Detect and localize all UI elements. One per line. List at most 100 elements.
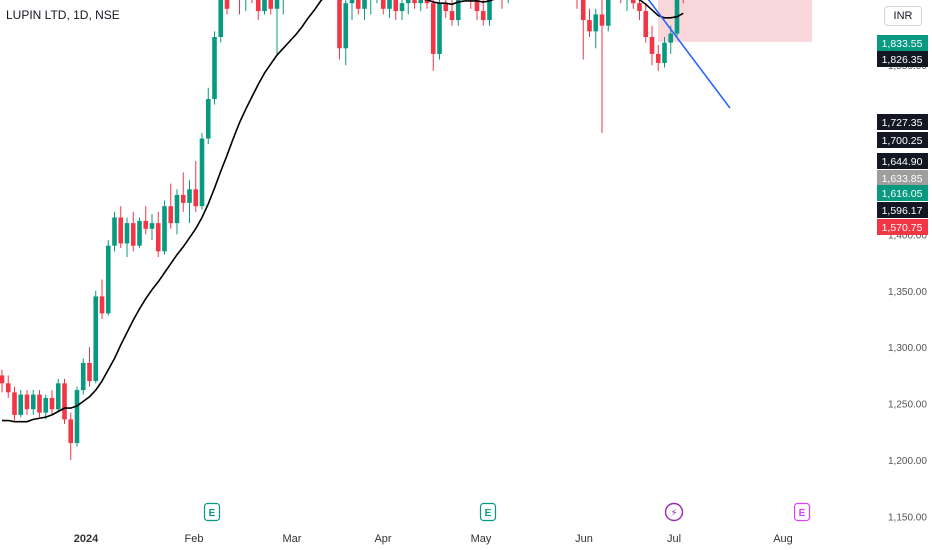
candle-body [443,3,449,12]
price-label-bg [877,153,928,169]
candle-body [212,37,217,100]
candle-body [424,0,430,4]
candle-body [405,0,411,4]
candle-body [162,206,167,252]
y-tick-label: 1,350.00 [888,287,927,298]
candle-body [474,0,480,12]
candle-body [662,42,667,63]
candle-body [43,397,49,413]
candle-body [599,14,605,26]
candle-body [274,0,280,9]
candle-body [393,0,399,12]
candle-body [105,245,111,314]
price-label-bg [877,35,928,51]
trendline-segment [647,0,731,109]
candle-body [487,0,492,21]
candle-body [37,394,42,413]
x-tick-label: 2024 [74,533,99,545]
event-badge [664,502,684,522]
candle-body [630,0,636,4]
price-label: 1,826.35 [882,54,923,66]
candle-body [30,394,36,410]
price-label-bg [877,114,928,130]
candle-body [649,37,655,54]
candle-body [5,383,11,393]
price-label: 1,833.55 [882,38,923,50]
candle-body [174,194,180,224]
candle-body [437,3,442,54]
candle-body [193,189,199,207]
candle-body [130,223,136,246]
candle-body [49,397,55,410]
event-label: ⚡ [670,508,677,519]
price-label: 1,644.90 [882,156,923,168]
ma-line [2,0,684,423]
price-label-bg [877,132,928,148]
x-axis[interactable]: 2024 Feb Mar Apr May Jun Jul Aug [74,533,793,545]
candle-body [93,296,99,382]
y-tick-label: 1,300.00 [888,343,927,354]
trendline[interactable] [547,0,731,109]
candle-body [605,0,611,26]
candle-body [218,0,224,38]
candle-body [80,362,86,391]
candle-body [349,0,355,4]
candle-body [387,0,392,9]
price-label: 1,616.05 [882,188,923,200]
event-markers[interactable]: E E ⚡ E [203,502,811,522]
x-tick-label: Mar [283,533,302,545]
event-label: E [485,508,492,519]
event-badge [203,502,221,522]
x-tick-label: Jun [575,533,593,545]
x-tick-label: Jul [667,533,681,545]
candle-body [655,53,661,63]
candle-body [137,220,142,246]
candle-body [580,0,586,21]
x-tick-label: Apr [374,533,391,545]
position-zones[interactable] [658,0,812,42]
candle-body [199,138,205,207]
event-label: E [209,508,216,519]
candle-body [180,194,186,203]
candle-body [12,392,17,415]
candle-body [168,206,174,224]
candle-body [643,11,649,37]
candle-body [268,0,274,9]
price-label: 1,570.75 [882,222,923,234]
candle-body [587,20,592,32]
currency-button[interactable]: INR [884,6,922,26]
candle-body [343,3,349,49]
y-axis[interactable]: 1,150.00 1,200.00 1,250.00 1,300.00 1,350.00… [888,0,927,523]
candle-body [255,0,261,12]
price-labels: 1,833.55 1,826.35 1,727.35 1,700.25 1,644.90… [877,35,928,235]
price-label-bg [877,51,928,67]
candles [0,0,684,460]
y-tick-label: 1,400.00 [888,230,927,241]
candle-body [455,0,461,21]
candle-body [74,390,80,444]
price-label-bg [877,185,928,201]
candle-body [224,0,230,9]
candle-body [430,3,436,54]
event-label: E [799,508,806,519]
candle-body [205,99,211,139]
candle-body [24,394,30,410]
candle-body [68,419,74,444]
candle-body [149,223,155,229]
y-tick-label: 1,200.00 [888,456,927,467]
candle-body [362,0,367,9]
candle-body [262,0,267,12]
moving-average [2,0,684,423]
candle-body [55,383,61,410]
candle-body [124,223,130,244]
price-label: 1,700.25 [882,135,923,147]
symbol-title: LUPIN LTD, 1D, NSE [6,8,120,22]
candle-body [187,189,192,203]
candle-body [0,375,5,384]
candle-body [355,0,361,9]
candle-body [143,220,149,229]
price-label-bg [877,202,928,218]
price-label: 1,727.35 [882,117,923,129]
price-label-bg [877,219,928,235]
